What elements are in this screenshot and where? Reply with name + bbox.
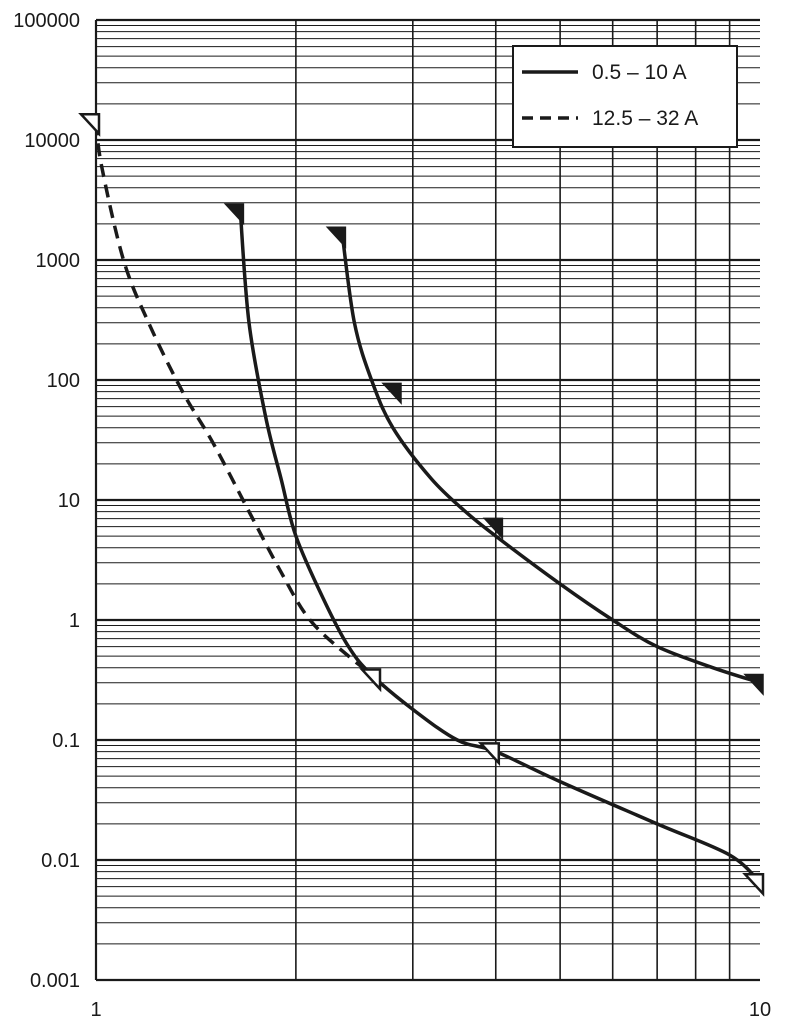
marker-open-triangle [477, 742, 501, 767]
tick-labels: 100000 10000 1000 100 10 1 0.1 0.01 0.001 1 10 [13, 10, 771, 1021]
marker-open-triangle [78, 112, 101, 137]
series-line-dashed [94, 122, 379, 680]
legend-label-solid: 0.5 – 10 A [592, 61, 687, 84]
x-tick-label: 1 [90, 999, 101, 1021]
marker-filled-triangle [223, 203, 245, 226]
series-line-solid [340, 235, 761, 685]
grid-minor [96, 24, 760, 945]
y-tick-label: 0.01 [41, 850, 80, 872]
marker-filled-triangle [482, 517, 504, 540]
x-tick-label: 10 [749, 999, 771, 1021]
legend: 0.5 – 10 A 12.5 – 32 A [512, 45, 738, 148]
legend-label-dashed: 12.5 – 32 A [592, 107, 698, 130]
marker-open-triangle [742, 872, 765, 897]
marker-filled-triangle [743, 673, 764, 696]
y-tick-label: 10000 [24, 130, 80, 152]
y-tick-label: 0.001 [30, 970, 80, 992]
y-tick-label: 10 [58, 490, 80, 512]
marker-open-triangle [359, 668, 382, 693]
grid-major [96, 18, 760, 982]
y-tick-label: 1 [69, 610, 80, 632]
marker-filled-triangle [381, 382, 402, 405]
y-tick-label: 1000 [36, 250, 81, 272]
series-layer [94, 122, 762, 884]
marker-layer [78, 112, 765, 897]
y-tick-label: 100 [47, 370, 80, 392]
legend-box [512, 45, 738, 148]
y-tick-label: 0.1 [52, 730, 80, 752]
marker-filled-triangle [325, 226, 347, 249]
y-tick-label: 100000 [13, 10, 80, 32]
